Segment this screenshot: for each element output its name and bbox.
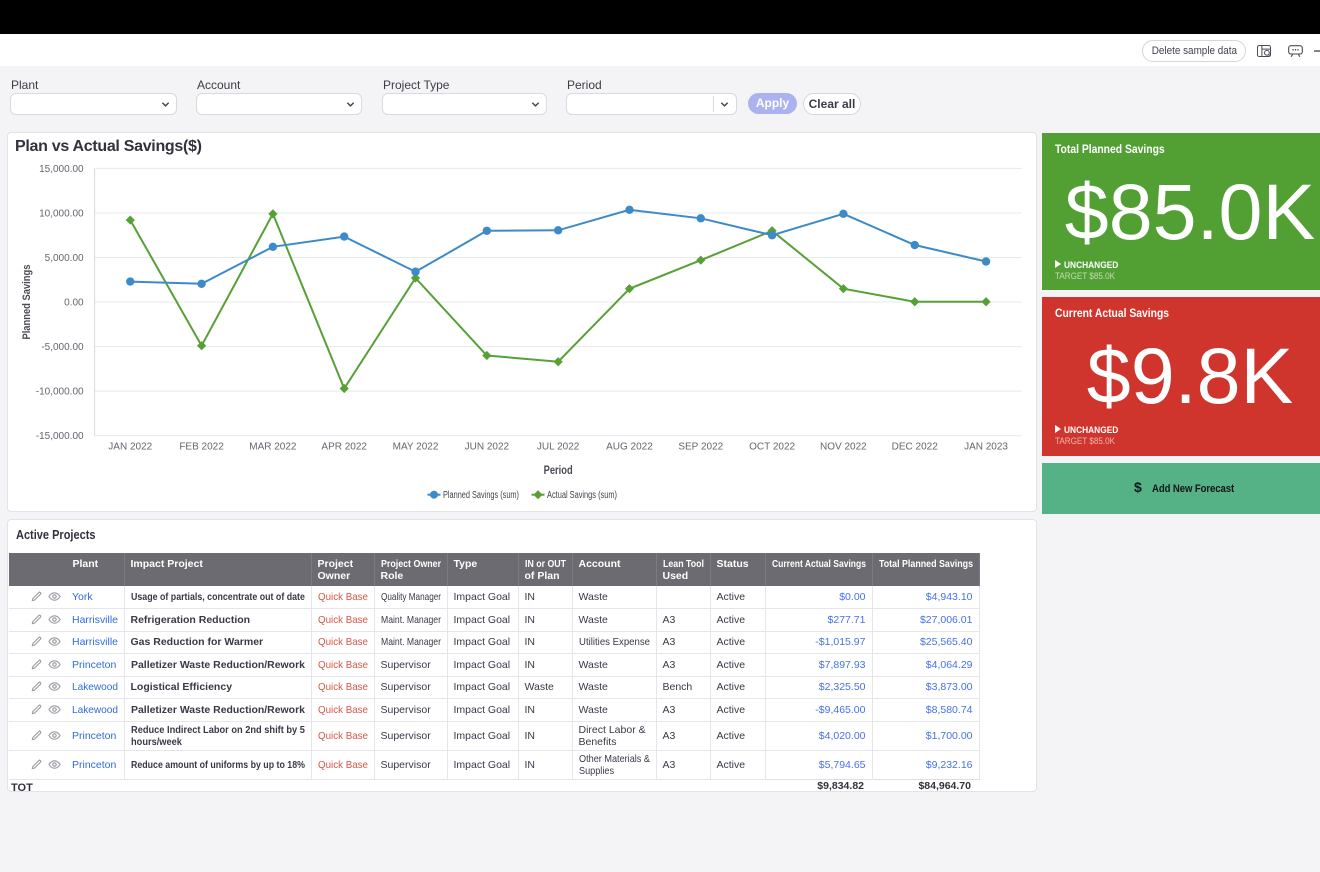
svg-text:-10,000.00: -10,000.00 <box>36 387 84 398</box>
svg-text:$: $ <box>1134 480 1142 495</box>
svg-text:AUG 2022: AUG 2022 <box>606 442 653 453</box>
svg-text:10,000.00: 10,000.00 <box>39 208 84 219</box>
svg-text:FEB 2022: FEB 2022 <box>179 442 224 453</box>
svg-text:15,000.00: 15,000.00 <box>39 164 84 175</box>
svg-text:DEC 2022: DEC 2022 <box>892 442 939 453</box>
svg-text:5,000.00: 5,000.00 <box>45 253 84 264</box>
svg-text:Period: Period <box>544 465 573 477</box>
svg-text:Planned Savings: Planned Savings <box>21 265 33 340</box>
svg-text:SEP 2022: SEP 2022 <box>678 442 723 453</box>
svg-text:JUL 2022: JUL 2022 <box>537 442 580 453</box>
svg-text:APR 2022: APR 2022 <box>321 442 367 453</box>
svg-text:JUN 2022: JUN 2022 <box>465 442 510 453</box>
svg-text:-5,000.00: -5,000.00 <box>41 342 84 353</box>
svg-text:JAN 2022: JAN 2022 <box>108 442 152 453</box>
svg-text:MAR 2022: MAR 2022 <box>249 442 297 453</box>
svg-text:JAN 2023: JAN 2023 <box>964 442 1008 453</box>
svg-text:NOV 2022: NOV 2022 <box>820 442 867 453</box>
svg-text:Actual Savings (sum): Actual Savings (sum) <box>547 490 617 501</box>
svg-text:-15,000.00: -15,000.00 <box>36 431 84 442</box>
svg-text:0.00: 0.00 <box>64 298 84 309</box>
svg-text:OCT 2022: OCT 2022 <box>749 442 795 453</box>
svg-text:MAY 2022: MAY 2022 <box>393 442 439 453</box>
svg-text:Planned Savings (sum): Planned Savings (sum) <box>443 490 519 501</box>
